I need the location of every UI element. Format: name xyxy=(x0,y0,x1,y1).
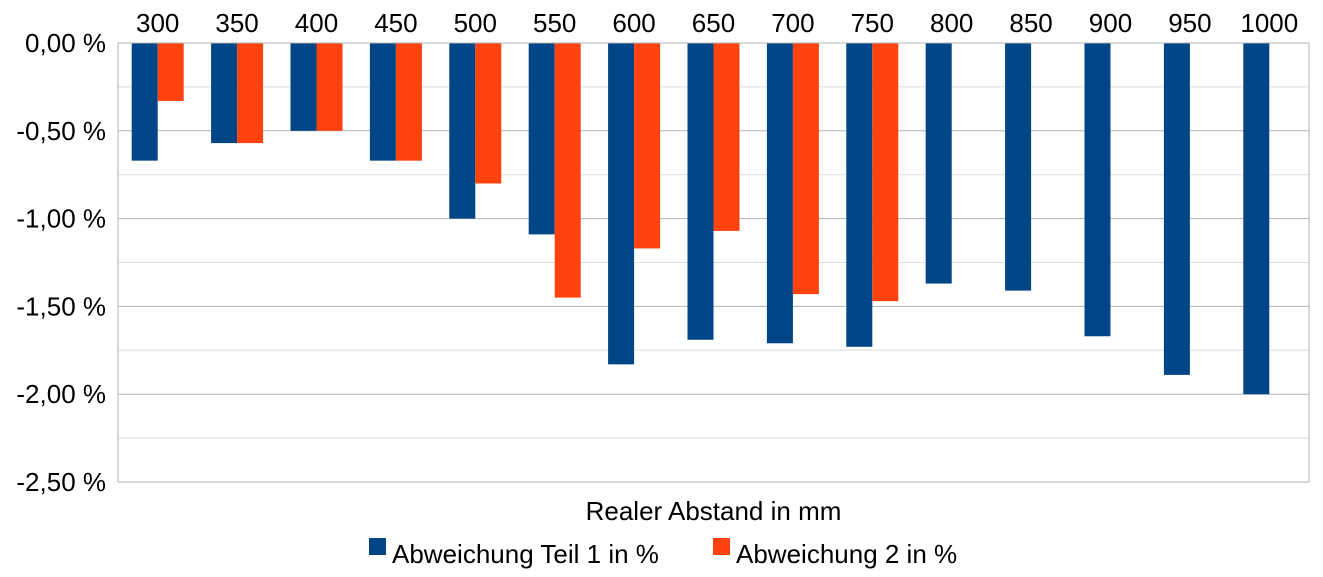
bar-series-1 xyxy=(1163,43,1190,375)
bar-series-2 xyxy=(316,43,343,131)
x-axis-title: Realer Abstand in mm xyxy=(586,496,842,526)
x-tick-label: 1000 xyxy=(1240,8,1298,38)
bar-series-1 xyxy=(449,43,476,219)
bar-series-1 xyxy=(608,43,635,365)
bar-series-1 xyxy=(846,43,873,347)
bar-series-1 xyxy=(687,43,714,340)
x-tick-label: 850 xyxy=(1009,8,1052,38)
x-tick-label: 550 xyxy=(533,8,576,38)
x-axis-tick-labels: 300 350 400 450 500 550 600 650 700 750 800 850 900 9… xyxy=(136,8,1298,38)
legend-label-series-1: Abweichung Teil 1 in % xyxy=(392,539,659,569)
y-tick-label: -1,50 % xyxy=(16,291,106,321)
bar-series-1 xyxy=(766,43,793,344)
bars xyxy=(131,43,1270,395)
legend: Abweichung Teil 1 in % Abweichung 2 in % xyxy=(369,538,957,569)
bar-series-2 xyxy=(157,43,184,101)
bar-series-2 xyxy=(634,43,661,249)
x-tick-label: 400 xyxy=(295,8,338,38)
bar-series-2 xyxy=(475,43,502,184)
bar-series-1 xyxy=(290,43,317,131)
bar-series-2 xyxy=(395,43,422,161)
x-tick-label: 600 xyxy=(612,8,655,38)
bar-series-1 xyxy=(211,43,238,144)
x-tick-label: 750 xyxy=(851,8,894,38)
x-tick-label: 950 xyxy=(1168,8,1211,38)
x-tick-label: 650 xyxy=(692,8,735,38)
legend-swatch-series-1 xyxy=(369,538,386,555)
bar-series-1 xyxy=(369,43,396,161)
bar-series-2 xyxy=(792,43,819,295)
y-axis-tick-labels: 0,00 % -0,50 % -1,00 % -1,50 % -2,00 % -2,50 … xyxy=(16,28,106,497)
bar-series-1 xyxy=(528,43,555,235)
bar-series-1 xyxy=(131,43,158,161)
x-tick-label: 800 xyxy=(930,8,973,38)
y-tick-label: -2,50 % xyxy=(16,467,106,497)
x-tick-label: 350 xyxy=(215,8,258,38)
legend-label-series-2: Abweichung 2 in % xyxy=(736,539,957,569)
y-tick-label: -1,00 % xyxy=(16,204,106,234)
bar-series-1 xyxy=(1243,43,1270,395)
x-tick-label: 700 xyxy=(771,8,814,38)
bar-series-2 xyxy=(554,43,581,298)
y-tick-label: -0,50 % xyxy=(16,116,106,146)
bar-series-1 xyxy=(1005,43,1032,291)
x-tick-label: 450 xyxy=(374,8,417,38)
y-tick-label: -2,00 % xyxy=(16,379,106,409)
bar-series-2 xyxy=(713,43,740,231)
x-tick-label: 900 xyxy=(1089,8,1132,38)
y-tick-label: 0,00 % xyxy=(25,28,106,58)
x-tick-label: 300 xyxy=(136,8,179,38)
bar-series-1 xyxy=(1084,43,1111,337)
bar-series-1 xyxy=(925,43,952,284)
x-tick-label: 500 xyxy=(454,8,497,38)
bar-series-2 xyxy=(872,43,899,302)
bar-series-2 xyxy=(237,43,264,144)
legend-swatch-series-2 xyxy=(713,538,730,555)
